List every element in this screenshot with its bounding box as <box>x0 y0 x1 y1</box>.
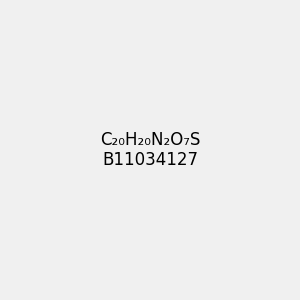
Text: C₂₀H₂₀N₂O₇S
B11034127: C₂₀H₂₀N₂O₇S B11034127 <box>100 130 200 170</box>
